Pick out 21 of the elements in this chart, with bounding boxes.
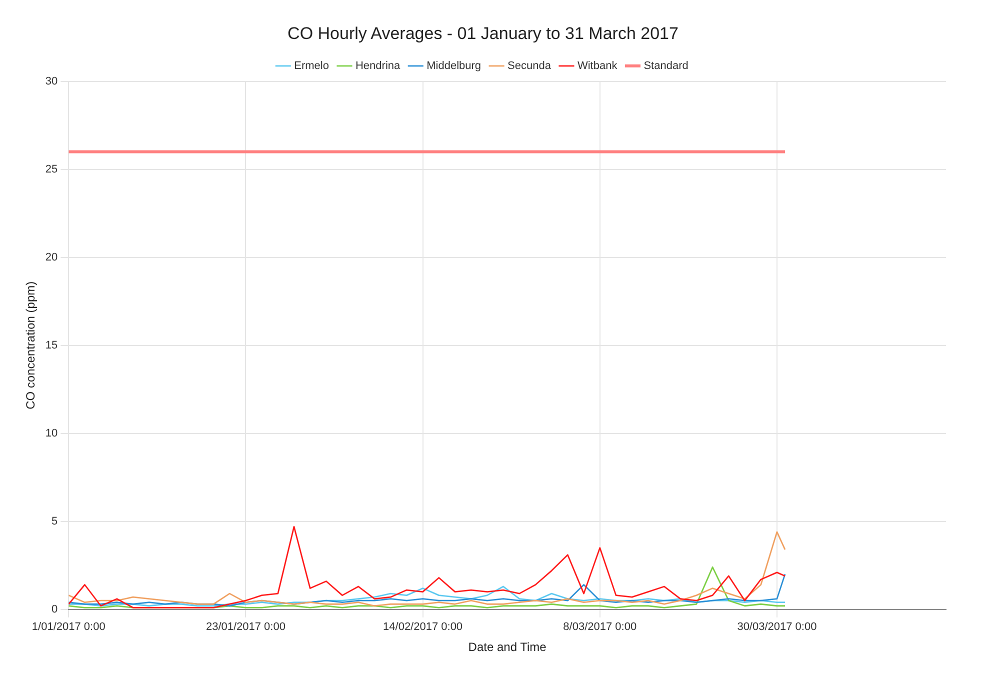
- y-tick-label: 20: [45, 251, 58, 264]
- legend-label: Ermelo: [294, 60, 329, 72]
- x-tick-label: 23/01/2017 0:00: [206, 621, 286, 634]
- legend-label: Middelburg: [426, 60, 482, 72]
- x-tick-label: 14/02/2017 0:00: [383, 621, 463, 634]
- x-tick-label: 8/03/2017 0:00: [563, 621, 637, 634]
- legend-label: Secunda: [508, 60, 552, 72]
- legend-label: Hendrina: [355, 60, 402, 72]
- legend-label: Standard: [644, 60, 688, 72]
- y-tick-label: 15: [45, 339, 58, 352]
- y-tick-label: 0: [52, 603, 58, 616]
- chart-title: CO Hourly Averages - 01 January to 31 March 2017: [288, 24, 678, 43]
- legend-label: Witbank: [577, 60, 618, 72]
- y-tick-label: 25: [45, 163, 58, 176]
- y-axis-title: CO concentration (ppm): [24, 281, 38, 410]
- y-tick-label: 30: [45, 75, 58, 88]
- x-axis-title: Date and Time: [468, 640, 547, 654]
- y-tick-label: 5: [52, 515, 58, 528]
- x-tick-label: 1/01/2017 0:00: [32, 621, 106, 634]
- y-tick-label: 10: [45, 427, 58, 440]
- x-tick-label: 30/03/2017 0:00: [737, 621, 817, 634]
